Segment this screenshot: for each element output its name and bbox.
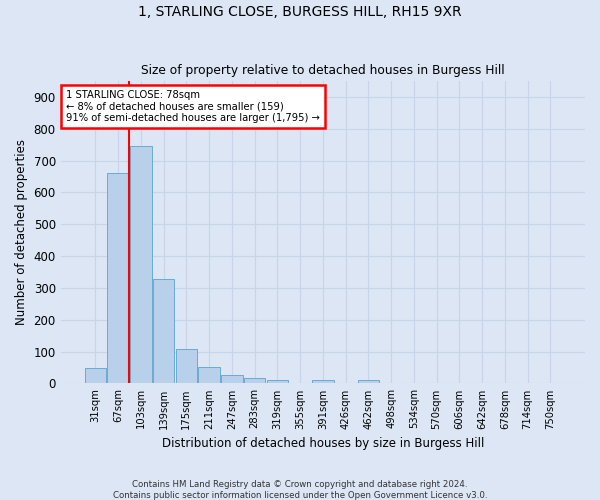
Title: Size of property relative to detached houses in Burgess Hill: Size of property relative to detached ho… bbox=[141, 64, 505, 77]
Bar bbox=[266, 380, 288, 384]
Bar bbox=[107, 174, 129, 384]
Bar bbox=[85, 368, 106, 384]
Text: 1 STARLING CLOSE: 78sqm
← 8% of detached houses are smaller (159)
91% of semi-de: 1 STARLING CLOSE: 78sqm ← 8% of detached… bbox=[66, 90, 320, 123]
Bar bbox=[130, 146, 152, 384]
Bar bbox=[358, 380, 379, 384]
Bar bbox=[176, 350, 197, 384]
Y-axis label: Number of detached properties: Number of detached properties bbox=[15, 139, 28, 325]
Text: Contains HM Land Registry data © Crown copyright and database right 2024.
Contai: Contains HM Land Registry data © Crown c… bbox=[113, 480, 487, 500]
Bar bbox=[198, 367, 220, 384]
Bar bbox=[221, 375, 242, 384]
Bar bbox=[153, 279, 175, 384]
X-axis label: Distribution of detached houses by size in Burgess Hill: Distribution of detached houses by size … bbox=[161, 437, 484, 450]
Bar bbox=[244, 378, 265, 384]
Text: 1, STARLING CLOSE, BURGESS HILL, RH15 9XR: 1, STARLING CLOSE, BURGESS HILL, RH15 9X… bbox=[138, 5, 462, 19]
Bar bbox=[312, 380, 334, 384]
